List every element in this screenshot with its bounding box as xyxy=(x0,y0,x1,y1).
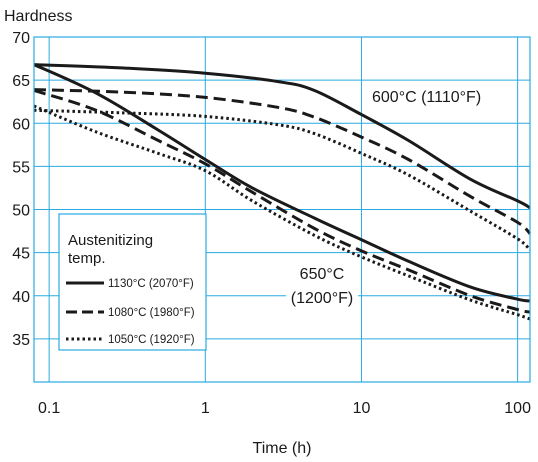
legend-label-1080: 1080°C (1980°F) xyxy=(108,307,195,319)
x-axis-title: Time (h) xyxy=(253,440,312,457)
plot-frame xyxy=(33,36,531,383)
x-tick-label: 100 xyxy=(504,400,531,417)
y-tick-label: 50 xyxy=(12,203,30,220)
annotation-650-line1: 650°C xyxy=(300,266,345,283)
legend-label-1130: 1130°C (2070°F) xyxy=(108,278,194,290)
x-tick-labels: 0.1 1 10 100 xyxy=(38,400,531,417)
y-tick-label: 65 xyxy=(12,73,30,90)
series-line-650-dashed xyxy=(33,89,531,314)
y-axis-title: Hardness xyxy=(4,8,72,25)
series-line-600-dashed xyxy=(33,88,532,235)
legend: Austenitizing temp. 1130°C (2070°F) 1080… xyxy=(58,213,207,351)
legend-title-line2: temp. xyxy=(68,250,106,267)
y-tick-label: 40 xyxy=(12,289,30,306)
annotation-600: 600°C (1110°F) xyxy=(372,89,481,106)
series-line-600-solid xyxy=(33,63,531,210)
legend-label-1050: 1050°C (1920°F) xyxy=(108,334,195,346)
y-tick-label: 35 xyxy=(12,332,30,349)
y-tick-label: 45 xyxy=(12,246,30,263)
x-tick-label: 10 xyxy=(353,400,371,417)
annotation-650-line2: (1200°F) xyxy=(291,290,353,307)
y-tick-label: 55 xyxy=(12,159,30,176)
x-tick-label: 0.1 xyxy=(38,400,60,417)
series-layer xyxy=(33,63,532,321)
series-line-650-dotted xyxy=(33,104,531,321)
y-tick-label: 60 xyxy=(12,116,30,133)
annotation-650-bg xyxy=(286,263,358,311)
x-tick-label: 1 xyxy=(201,400,210,417)
legend-title-line1: Austenitizing xyxy=(68,232,153,249)
series-line-600-dotted xyxy=(33,108,532,252)
series-line-650-solid xyxy=(33,63,531,303)
y-tick-labels: 35 40 45 50 55 60 65 70 xyxy=(12,30,30,349)
y-tick-label: 70 xyxy=(12,30,30,47)
